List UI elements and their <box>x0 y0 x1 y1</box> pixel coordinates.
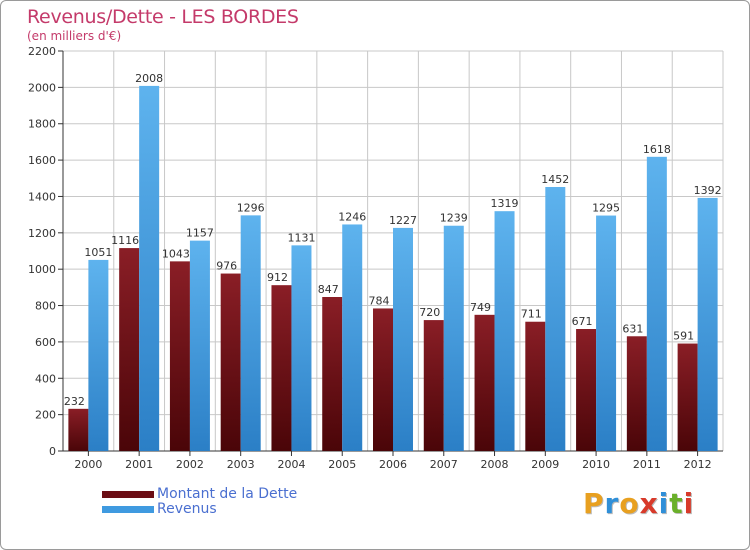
value-label-dette-2000: 232 <box>64 395 85 408</box>
x-tick-label-2008: 2008 <box>481 458 509 471</box>
bar-dette-2002 <box>169 261 190 451</box>
value-label-revenus-2010: 1295 <box>592 202 620 215</box>
y-tick-label-0: 0 <box>49 445 56 458</box>
y-tick-label-600: 600 <box>35 336 56 349</box>
logo-letter: t <box>669 487 684 520</box>
value-label-revenus-2006: 1227 <box>389 214 417 227</box>
y-tick-label-200: 200 <box>35 409 56 422</box>
y-tick-label-1400: 1400 <box>28 190 56 203</box>
bar-dette-2012 <box>677 343 698 451</box>
value-label-dette-2004: 912 <box>267 271 288 284</box>
logo-letter: P <box>583 487 605 520</box>
value-label-dette-2007: 720 <box>419 306 440 319</box>
value-label-revenus-2009: 1452 <box>541 173 569 186</box>
legend-label-dette: Montant de la Dette <box>157 486 298 502</box>
bar-revenus-2010 <box>596 215 617 451</box>
y-tick-label-1200: 1200 <box>28 227 56 240</box>
x-tick-label-2011: 2011 <box>633 458 661 471</box>
bar-revenus-2004 <box>291 245 312 451</box>
bar-dette-2004 <box>271 285 292 451</box>
bar-dette-2006 <box>373 308 393 451</box>
value-label-dette-2011: 631 <box>622 322 643 335</box>
legend-swatch-dette <box>102 491 154 498</box>
bar-revenus-2012 <box>697 197 718 451</box>
bar-revenus-2003 <box>240 215 261 451</box>
legend-label-revenus: Revenus <box>157 501 217 517</box>
chart-unit-subtitle: (en milliers d'€) <box>27 29 122 43</box>
value-label-revenus-2003: 1296 <box>237 201 265 214</box>
value-label-dette-2001: 1116 <box>111 234 139 247</box>
logo-letter: o <box>619 487 640 520</box>
logo-letter: r <box>604 487 620 520</box>
y-tick-label-1600: 1600 <box>28 154 56 167</box>
bar-revenus-2005 <box>342 224 363 451</box>
x-tick-label-2001: 2001 <box>125 458 153 471</box>
x-tick-label-2007: 2007 <box>430 458 458 471</box>
y-tick-label-1000: 1000 <box>28 263 56 276</box>
value-label-dette-2009: 711 <box>521 308 542 321</box>
value-label-dette-2010: 671 <box>572 315 593 328</box>
logo-letter: i <box>658 487 670 520</box>
bar-dette-2000 <box>68 408 89 451</box>
bars <box>68 85 718 451</box>
value-label-revenus-2008: 1319 <box>491 197 519 210</box>
y-tick-label-1800: 1800 <box>28 118 56 131</box>
x-tick-label-2005: 2005 <box>328 458 356 471</box>
bar-dette-2001 <box>119 248 140 451</box>
value-label-dette-2008: 749 <box>470 301 491 314</box>
value-label-revenus-2002: 1157 <box>186 227 214 240</box>
y-tick-label-400: 400 <box>35 372 56 385</box>
value-label-revenus-2007: 1239 <box>440 212 468 225</box>
bar-dette-2007 <box>423 320 444 451</box>
bar-revenus-2008 <box>494 211 515 451</box>
value-label-dette-2005: 847 <box>318 283 339 296</box>
bar-revenus-2009 <box>545 187 566 451</box>
value-label-revenus-2005: 1246 <box>338 210 366 223</box>
bar-revenus-2011 <box>646 156 667 451</box>
value-label-revenus-2000: 1051 <box>84 246 112 259</box>
x-tick-label-2006: 2006 <box>379 458 407 471</box>
proxiti-logo: Proxiti <box>583 487 694 520</box>
bar-dette-2005 <box>322 297 343 451</box>
value-label-revenus-2011: 1618 <box>643 143 671 156</box>
value-label-dette-2002: 1043 <box>162 247 190 260</box>
bar-revenus-2001 <box>139 85 160 451</box>
y-tick-label-800: 800 <box>35 300 56 313</box>
x-tick-label-2004: 2004 <box>277 458 305 471</box>
value-label-dette-2003: 976 <box>216 260 237 273</box>
legend-swatch-revenus <box>102 506 154 513</box>
bar-revenus-2006 <box>393 227 413 451</box>
bar-dette-2011 <box>626 336 647 451</box>
value-label-dette-2012: 591 <box>673 330 694 343</box>
bar-revenus-2007 <box>443 225 464 451</box>
y-tick-label-2000: 2000 <box>28 81 56 94</box>
x-tick-label-2010: 2010 <box>582 458 610 471</box>
value-label-dette-2006: 784 <box>369 294 390 307</box>
logo-letter: x <box>639 487 659 520</box>
y-tick-label-2200: 2200 <box>28 45 56 58</box>
x-tick-label-2012: 2012 <box>684 458 712 471</box>
bar-revenus-2002 <box>189 240 210 451</box>
bar-revenus-2000 <box>88 259 109 451</box>
bar-dette-2008 <box>474 314 495 451</box>
x-tick-label-2002: 2002 <box>176 458 204 471</box>
bar-dette-2003 <box>220 273 241 451</box>
x-tick-label-2009: 2009 <box>531 458 559 471</box>
chart-title: Revenus/Dette - LES BORDES <box>27 6 299 28</box>
logo-letter: i <box>683 487 695 520</box>
bar-dette-2009 <box>525 321 546 451</box>
value-label-revenus-2001: 2008 <box>135 72 163 85</box>
value-label-revenus-2004: 1131 <box>287 231 315 244</box>
x-tick-label-2003: 2003 <box>227 458 255 471</box>
x-tick-label-2000: 2000 <box>74 458 102 471</box>
bar-dette-2010 <box>576 329 597 451</box>
value-label-revenus-2012: 1392 <box>694 184 722 197</box>
